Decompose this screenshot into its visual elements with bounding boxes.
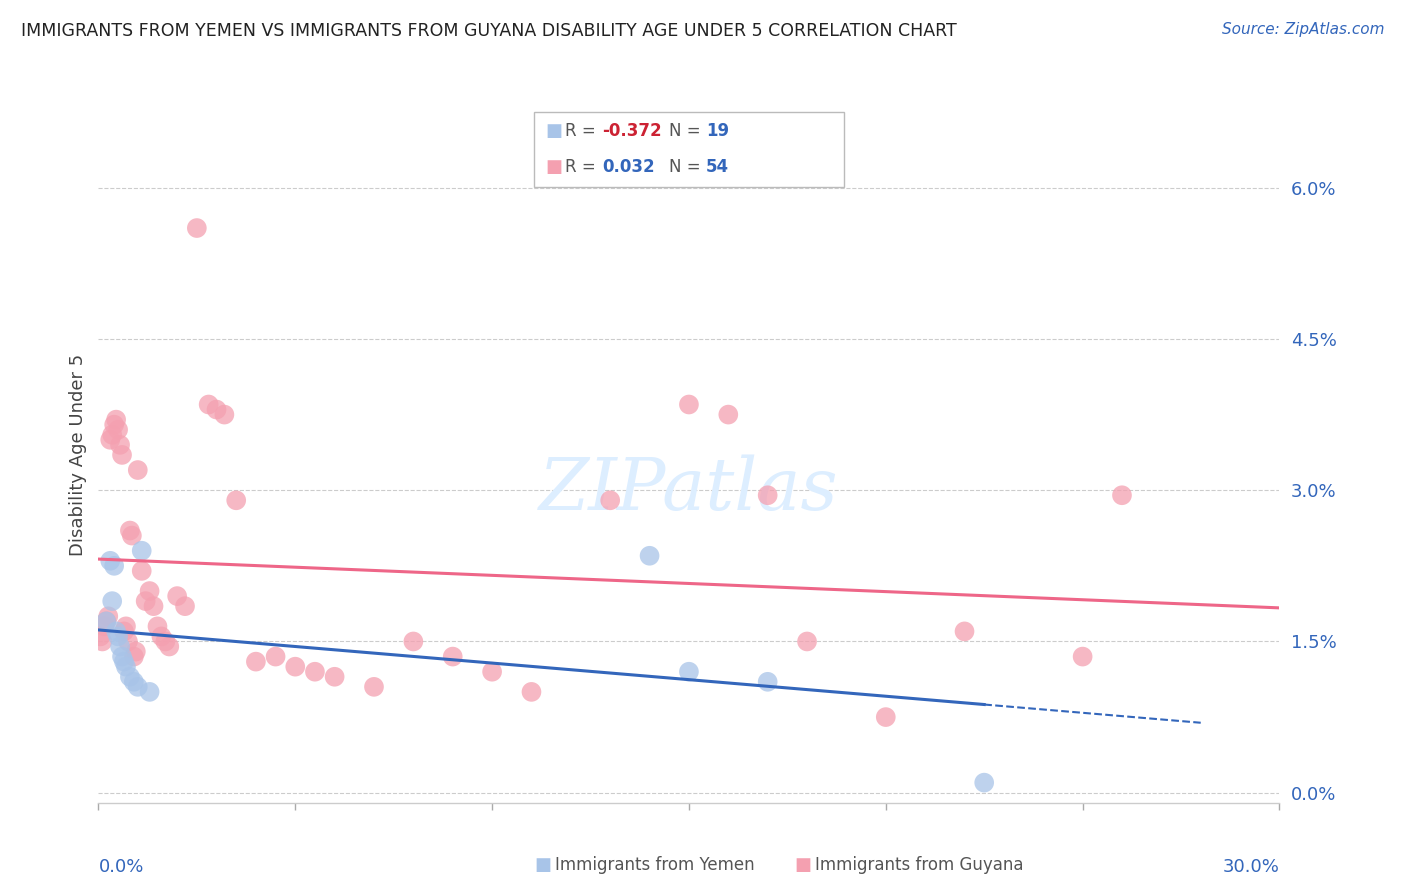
Text: Immigrants from Yemen: Immigrants from Yemen xyxy=(555,856,755,874)
Point xyxy=(108,438,131,452)
Text: 19: 19 xyxy=(706,122,728,140)
Point xyxy=(127,680,149,694)
Point xyxy=(323,670,346,684)
Point xyxy=(131,543,153,558)
Text: Immigrants from Guyana: Immigrants from Guyana xyxy=(815,856,1024,874)
Point xyxy=(142,599,165,614)
Point xyxy=(186,221,208,235)
Point xyxy=(155,634,177,648)
Point xyxy=(96,615,118,629)
Text: ■: ■ xyxy=(546,122,562,140)
Point xyxy=(105,412,128,426)
Point xyxy=(93,619,115,633)
Point xyxy=(91,634,114,648)
Point xyxy=(122,674,145,689)
Point xyxy=(118,524,141,538)
Point xyxy=(953,624,976,639)
Point xyxy=(103,417,125,432)
Point xyxy=(1071,649,1094,664)
Point xyxy=(125,644,148,658)
Point xyxy=(150,629,173,643)
Point xyxy=(127,463,149,477)
Point xyxy=(96,615,118,629)
Text: R =: R = xyxy=(565,122,602,140)
Point xyxy=(157,640,180,654)
Text: -0.372: -0.372 xyxy=(602,122,661,140)
Point xyxy=(115,659,138,673)
Point xyxy=(441,649,464,664)
Point xyxy=(1111,488,1133,502)
Point xyxy=(796,634,818,648)
Point xyxy=(138,584,160,599)
Point xyxy=(118,670,141,684)
Point xyxy=(599,493,621,508)
Point xyxy=(117,634,139,648)
Point xyxy=(138,685,160,699)
Point xyxy=(135,594,157,608)
Point xyxy=(304,665,326,679)
Point xyxy=(678,397,700,411)
Point xyxy=(111,649,134,664)
Text: ■: ■ xyxy=(534,856,551,874)
Point xyxy=(111,448,134,462)
Text: Source: ZipAtlas.com: Source: ZipAtlas.com xyxy=(1222,22,1385,37)
Point xyxy=(481,665,503,679)
Text: N =: N = xyxy=(669,158,706,176)
Point xyxy=(678,665,700,679)
Text: ■: ■ xyxy=(794,856,811,874)
Text: 30.0%: 30.0% xyxy=(1223,858,1279,876)
Text: R =: R = xyxy=(565,158,602,176)
Point xyxy=(284,659,307,673)
Point xyxy=(101,594,124,608)
Point xyxy=(108,640,131,654)
Point xyxy=(131,564,153,578)
Point xyxy=(121,528,143,542)
Point xyxy=(363,680,385,694)
Point xyxy=(122,649,145,664)
Point xyxy=(112,655,135,669)
Point xyxy=(973,775,995,789)
Point xyxy=(103,558,125,573)
Point xyxy=(520,685,543,699)
Point xyxy=(245,655,267,669)
Point xyxy=(225,493,247,508)
Point xyxy=(97,609,120,624)
Text: ■: ■ xyxy=(546,158,562,176)
Point xyxy=(197,397,219,411)
Point xyxy=(146,619,169,633)
Point xyxy=(166,589,188,603)
Point xyxy=(756,674,779,689)
Text: ZIPatlas: ZIPatlas xyxy=(538,454,839,525)
Point xyxy=(264,649,287,664)
Point xyxy=(174,599,197,614)
Text: 54: 54 xyxy=(706,158,728,176)
Text: 0.032: 0.032 xyxy=(602,158,654,176)
Point xyxy=(105,624,128,639)
Point xyxy=(107,629,129,643)
Text: N =: N = xyxy=(669,122,706,140)
Text: IMMIGRANTS FROM YEMEN VS IMMIGRANTS FROM GUYANA DISABILITY AGE UNDER 5 CORRELATI: IMMIGRANTS FROM YEMEN VS IMMIGRANTS FROM… xyxy=(21,22,957,40)
Point xyxy=(638,549,661,563)
Point xyxy=(101,427,124,442)
Point xyxy=(89,629,111,643)
Point xyxy=(98,554,121,568)
Text: 0.0%: 0.0% xyxy=(98,858,143,876)
Y-axis label: Disability Age Under 5: Disability Age Under 5 xyxy=(69,354,87,556)
Point xyxy=(875,710,897,724)
Point xyxy=(112,624,135,639)
Point xyxy=(717,408,740,422)
Point xyxy=(214,408,236,422)
Point xyxy=(402,634,425,648)
Point xyxy=(107,423,129,437)
Point xyxy=(756,488,779,502)
Point xyxy=(205,402,228,417)
Point xyxy=(115,619,138,633)
Point xyxy=(98,433,121,447)
